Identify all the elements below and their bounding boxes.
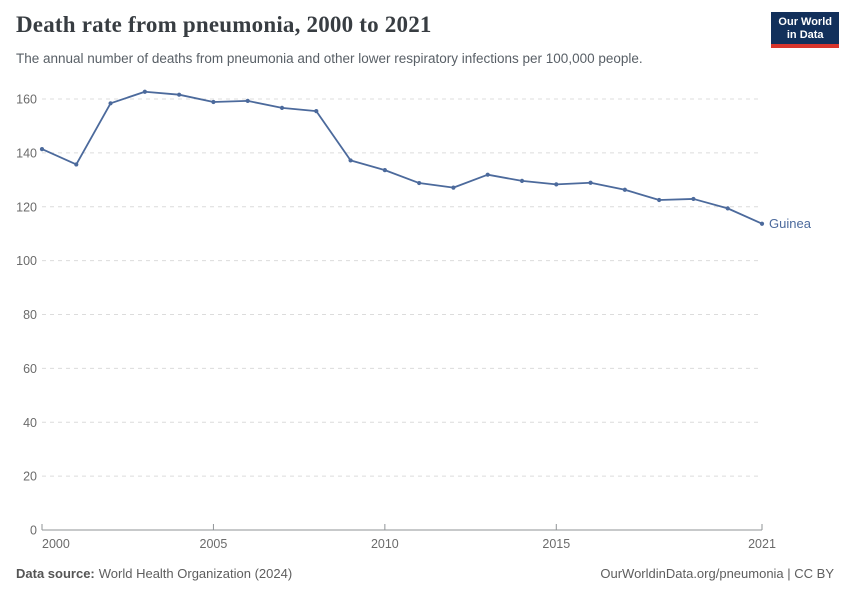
y-axis-label-140: 140 <box>16 146 37 160</box>
owid-logo: Our World in Data <box>771 12 839 48</box>
data-point-2003 <box>142 89 147 94</box>
data-point-2009 <box>348 158 353 163</box>
y-axis-label-100: 100 <box>16 254 37 268</box>
credit-text: OurWorldinData.org/pneumonia | CC BY <box>600 566 834 581</box>
owid-logo-line1: Our World <box>778 16 832 28</box>
data-point-2004 <box>177 92 182 97</box>
data-point-2002 <box>108 101 113 106</box>
data-point-2007 <box>279 105 285 110</box>
data-point-2016 <box>588 180 593 185</box>
data-source-value: World Health Organization (2024) <box>98 566 293 581</box>
data-point-2021 <box>759 221 765 226</box>
x-axis-label-2010: 2010 <box>371 537 399 551</box>
owid-logo-line2: in Data <box>786 29 824 41</box>
y-axis-label-40: 40 <box>23 416 37 430</box>
page-title: Death rate from pneumonia, 2000 to 2021 <box>16 12 432 37</box>
data-point-2000 <box>39 147 45 152</box>
data-point-2019 <box>691 196 696 202</box>
data-source: Data source: World Health Organization (2… <box>16 566 292 581</box>
y-axis-label-160: 160 <box>16 93 37 107</box>
chart-footer: Data source: World Health Organization (2… <box>16 566 834 581</box>
data-point-2014 <box>519 178 525 183</box>
x-axis-label-2000: 2000 <box>42 537 70 551</box>
y-axis-label-80: 80 <box>23 308 37 322</box>
data-point-2010 <box>382 168 387 173</box>
series-end-label: Guinea <box>769 216 812 231</box>
data-point-2001 <box>74 162 79 167</box>
data-point-2011 <box>417 180 422 186</box>
y-axis-label-120: 120 <box>16 200 37 214</box>
data-point-2018 <box>657 197 662 203</box>
data-source-label: Data source: <box>16 566 95 581</box>
data-point-2017 <box>622 187 627 192</box>
data-point-2012 <box>451 185 456 190</box>
data-point-2006 <box>245 98 250 103</box>
x-axis-label-2005: 2005 <box>200 537 228 551</box>
data-point-2015 <box>554 182 559 187</box>
x-axis-label-2015: 2015 <box>542 537 570 551</box>
y-axis-label-0: 0 <box>30 524 37 538</box>
data-point-2005 <box>211 99 216 105</box>
line-chart: 0 20 40 60 80 100 120 140 160 2000 2005 2010 2015 202… <box>16 89 812 551</box>
y-axis-label-60: 60 <box>23 362 37 376</box>
chart-subtitle: The annual number of deaths from pneumon… <box>16 51 643 66</box>
data-point-2013 <box>485 172 490 177</box>
data-point-2008 <box>314 109 319 114</box>
x-axis-label-2021: 2021 <box>748 537 776 551</box>
data-line-guinea <box>41 90 763 225</box>
data-point-2020 <box>725 206 730 211</box>
y-axis-label-20: 20 <box>23 470 37 484</box>
